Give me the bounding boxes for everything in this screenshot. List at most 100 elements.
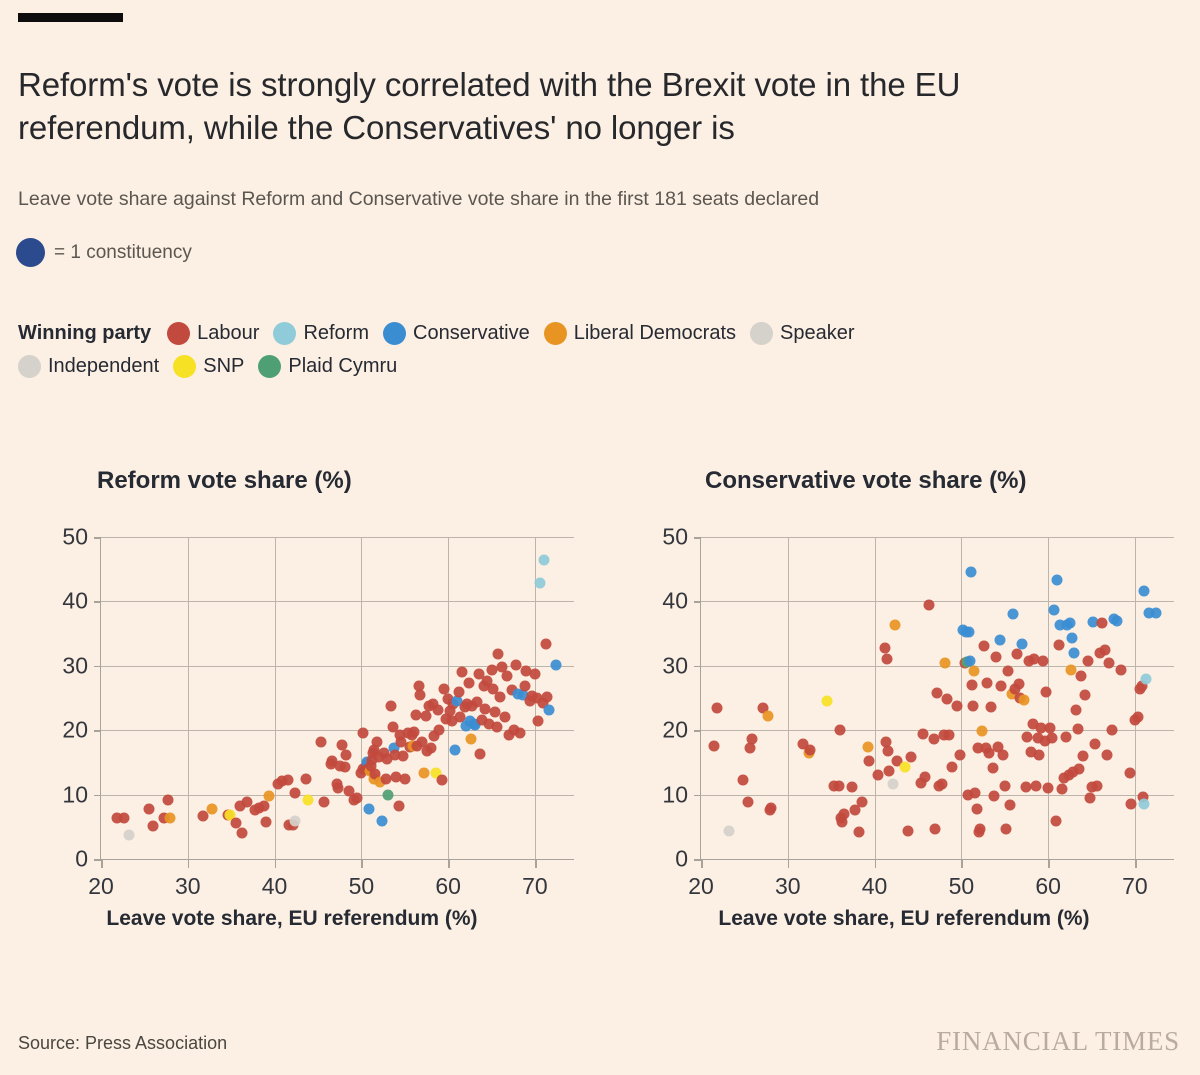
- scatter-point: [430, 767, 442, 779]
- legend: Winning party Labour Reform Conservative Li…: [18, 322, 1178, 378]
- scatter-point: [508, 724, 520, 736]
- y-tick-mark: [694, 537, 701, 539]
- gridline-vertical: [1048, 537, 1050, 859]
- legend-swatch-icon: [173, 355, 197, 378]
- scatter-point: [1006, 688, 1018, 700]
- scatter-point: [762, 710, 774, 722]
- scatter-point: [992, 741, 1004, 753]
- legend-item-speaker[interactable]: Speaker: [750, 322, 855, 345]
- scatter-point: [465, 733, 477, 745]
- legend-item-plaid-cymru[interactable]: Plaid Cymru: [258, 355, 397, 378]
- scatter-point: [456, 666, 468, 678]
- legend-swatch-icon: [18, 355, 41, 378]
- scatter-point: [442, 693, 454, 705]
- legend-item-labour[interactable]: Labour: [167, 322, 259, 345]
- scatter-point: [318, 796, 330, 808]
- legend-item-independent[interactable]: Independent: [18, 355, 159, 378]
- scatter-point: [425, 742, 437, 754]
- scatter-point: [804, 744, 816, 756]
- scatter-point: [1138, 798, 1150, 810]
- scatter-point: [534, 577, 546, 589]
- legend-swatch-icon: [543, 322, 567, 345]
- x-tick-mark: [874, 859, 877, 868]
- scatter-point: [466, 700, 478, 712]
- scatter-point: [366, 754, 378, 766]
- scatter-point: [1082, 655, 1094, 667]
- scatter-point: [474, 748, 486, 760]
- legend-item-snp[interactable]: SNP: [173, 355, 244, 378]
- scatter-point: [368, 744, 380, 756]
- scatter-point: [519, 680, 531, 692]
- gridline-vertical: [361, 537, 363, 859]
- scatter-point: [1021, 731, 1033, 743]
- scatter-point: [1137, 791, 1149, 803]
- x-axis-label-reform: Leave vote share, EU referendum (%): [106, 907, 478, 930]
- scatter-point: [985, 701, 997, 713]
- scatter-point: [997, 749, 1009, 761]
- x-tick-label: 40: [861, 873, 888, 899]
- scatter-point: [230, 817, 242, 829]
- scatter-point: [481, 675, 493, 687]
- scatter-point: [1079, 689, 1091, 701]
- scatter-point: [550, 659, 562, 670]
- scatter-point: [1011, 648, 1023, 660]
- scatter-point: [1002, 665, 1014, 677]
- scatter-point: [1111, 615, 1123, 627]
- legend-item-reform[interactable]: Reform: [273, 322, 369, 345]
- scatter-point: [1067, 766, 1079, 778]
- scatter-point: [263, 790, 275, 802]
- scatter-point: [872, 769, 884, 781]
- y-tick-mark: [694, 794, 701, 797]
- scatter-point: [1089, 738, 1101, 750]
- x-tick-label: 40: [261, 873, 288, 899]
- scatter-point: [1037, 655, 1049, 667]
- scatter-point: [463, 677, 475, 689]
- legend-swatch-icon: [273, 322, 297, 345]
- scatter-point: [432, 704, 444, 716]
- scatter-point: [1136, 680, 1148, 692]
- scatter-point: [388, 742, 400, 754]
- scatter-point: [923, 599, 935, 611]
- scatter-point: [236, 827, 248, 839]
- legend-swatch-icon: [750, 322, 774, 345]
- scatter-point: [974, 823, 986, 835]
- scatter-point: [532, 715, 544, 727]
- scatter-point: [393, 800, 405, 812]
- legend-swatch-icon: [167, 322, 191, 345]
- scatter-point: [541, 691, 553, 703]
- scatter-point: [489, 706, 501, 718]
- scatter-point: [365, 760, 377, 772]
- scatter-point: [302, 794, 314, 806]
- scatter-point: [428, 730, 440, 742]
- scatter-point: [408, 726, 420, 738]
- gridline-vertical: [274, 537, 276, 859]
- legend-item-liberal-democrats[interactable]: Liberal Democrats: [543, 322, 736, 345]
- scatter-point: [995, 680, 1007, 692]
- scatter-point: [1115, 664, 1127, 676]
- y-tick-label: 40: [662, 587, 688, 614]
- y-tick-label: 0: [75, 845, 88, 872]
- scatter-point: [473, 668, 485, 680]
- scatter-point: [856, 796, 868, 808]
- scatter-point: [340, 749, 352, 761]
- scatter-point: [879, 642, 891, 654]
- scatter-point: [853, 826, 865, 838]
- scatter-point: [501, 670, 513, 682]
- scatter-point: [891, 755, 903, 767]
- scatter-point: [1091, 780, 1103, 792]
- scatter-point: [469, 719, 481, 731]
- scatter-point: [1064, 617, 1076, 629]
- scatter-point: [1138, 585, 1150, 597]
- scatter-point: [440, 713, 452, 725]
- scatter-point: [499, 711, 511, 723]
- scatter-point: [1096, 617, 1108, 629]
- scatter-point: [111, 812, 123, 824]
- scatter-point: [1068, 647, 1080, 659]
- y-tick-mark: [694, 730, 701, 732]
- scatter-point: [1056, 783, 1068, 795]
- scatter-point: [971, 803, 983, 815]
- scatter-point: [332, 782, 344, 794]
- scatter-point: [234, 800, 246, 812]
- legend-item-conservative[interactable]: Conservative: [383, 322, 530, 345]
- scatter-point: [1060, 731, 1071, 743]
